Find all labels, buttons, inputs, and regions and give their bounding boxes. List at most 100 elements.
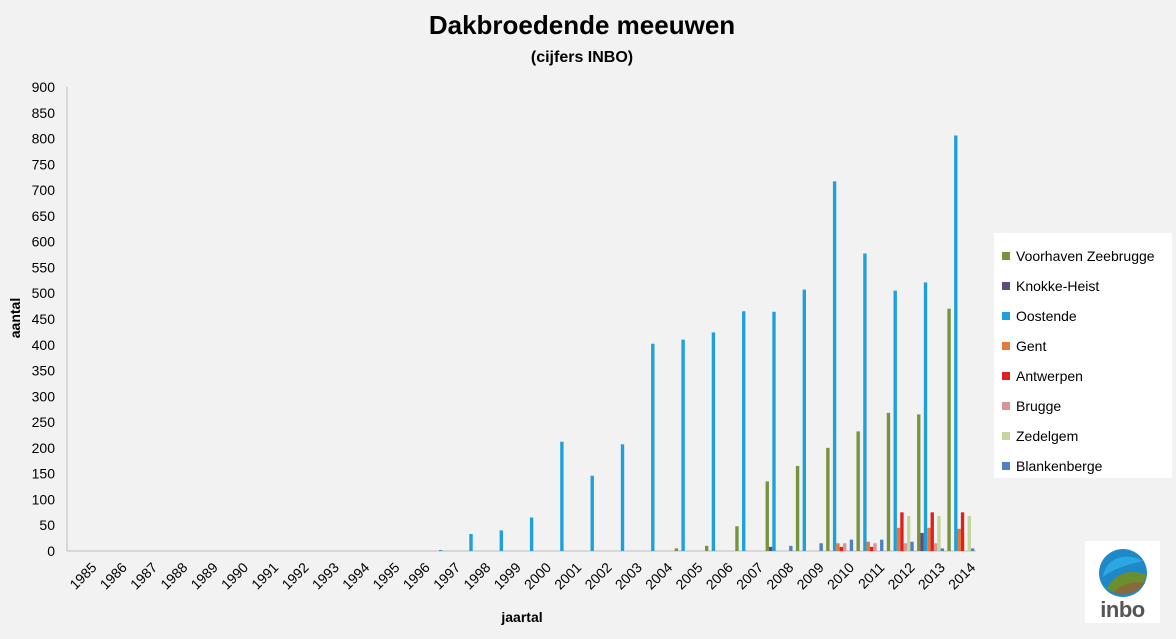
bar <box>620 444 625 551</box>
bar <box>930 512 934 551</box>
legend-swatch <box>1002 462 1010 470</box>
legend-label: Knokke-Heist <box>1016 278 1100 294</box>
bar <box>674 548 679 551</box>
y-tick-label: 650 <box>32 208 56 224</box>
chart-title: Dakbroedende meeuwen <box>429 10 735 40</box>
legend-item: Gent <box>994 331 1172 361</box>
legend-item: Blankenberge <box>994 451 1172 481</box>
bar <box>836 543 840 551</box>
x-tick-label: 1986 <box>97 559 130 592</box>
y-axis-label: aantal <box>7 298 23 338</box>
x-tick-label: 2010 <box>824 559 857 592</box>
legend-swatch <box>1002 252 1010 260</box>
y-tick-label: 400 <box>32 337 56 353</box>
x-tick-label: 2014 <box>945 559 978 592</box>
bar <box>711 332 716 551</box>
x-tick-label: 1996 <box>400 559 433 592</box>
bar <box>529 517 534 551</box>
inbo-logo-text: inbo <box>1100 597 1145 622</box>
legend-item: Oostende <box>994 301 1172 331</box>
bar <box>954 135 958 551</box>
bar <box>735 526 739 551</box>
legend-swatch <box>1002 312 1010 320</box>
legend-label: Antwerpen <box>1016 368 1083 384</box>
bar <box>923 282 928 551</box>
x-tick-label: 1994 <box>339 559 372 592</box>
legend-item: Voorhaven Zeebrugge <box>994 241 1172 271</box>
y-ticks: 0 50 100 150 200 250 300 350 400 450 500 550 600 650 7… <box>32 79 56 559</box>
bar <box>917 414 921 551</box>
y-tick-label: 750 <box>32 156 56 172</box>
bar <box>896 527 901 551</box>
y-tick-label: 100 <box>32 491 56 507</box>
x-tick-label: 2012 <box>884 559 917 592</box>
bar <box>772 311 776 551</box>
bar <box>920 532 924 551</box>
y-tick-label: 450 <box>32 311 56 327</box>
legend-label: Gent <box>1016 338 1047 354</box>
x-tick-label: 1988 <box>157 559 190 592</box>
x-tick-label: 2005 <box>672 559 705 592</box>
x-tick-label: 1999 <box>490 559 523 592</box>
x-tick-label: 1998 <box>460 559 493 592</box>
x-tick-label: 2000 <box>521 559 554 592</box>
bar <box>704 545 709 551</box>
bar <box>906 515 911 551</box>
bar <box>590 475 594 551</box>
legend: Voorhaven Zeebrugge Knokke-Heist Oostende G… <box>994 233 1172 478</box>
x-tick-label: 1997 <box>430 559 463 592</box>
x-tick-label: 1985 <box>66 559 99 592</box>
x-tick-label: 2007 <box>733 559 766 592</box>
bar <box>910 541 914 551</box>
legend-label: Voorhaven Zeebrugge <box>1016 248 1155 264</box>
bars <box>439 135 975 551</box>
x-tick-label: 2009 <box>793 559 826 592</box>
legend-swatch <box>1002 282 1010 290</box>
bar <box>560 441 564 551</box>
y-tick-label: 350 <box>32 363 56 379</box>
bar <box>866 541 870 551</box>
bar <box>849 539 854 551</box>
legend-label: Brugge <box>1016 398 1062 414</box>
y-tick-label: 500 <box>32 285 56 301</box>
x-tick-label: 2008 <box>763 559 796 592</box>
bar <box>893 290 897 551</box>
x-tick-label: 1990 <box>218 559 251 592</box>
legend-swatch <box>1002 402 1010 410</box>
y-tick-label: 800 <box>32 131 56 147</box>
x-tick-label: 2011 <box>855 559 888 592</box>
bar <box>843 543 847 551</box>
bar <box>927 527 931 551</box>
legend-label: Oostende <box>1016 308 1077 324</box>
legend-swatch <box>1002 372 1010 380</box>
x-tick-label: 2002 <box>581 559 614 592</box>
x-tick-label: 1991 <box>248 559 281 592</box>
x-tick-label: 2001 <box>551 559 584 592</box>
bar <box>789 545 793 551</box>
legend-item: Antwerpen <box>994 361 1172 391</box>
y-tick-label: 850 <box>32 105 56 121</box>
bar <box>863 253 867 551</box>
bar <box>832 181 837 551</box>
bar <box>947 308 951 551</box>
x-tick-label: 2004 <box>642 559 675 592</box>
x-tick-label: 2013 <box>915 559 948 592</box>
bar <box>802 289 806 551</box>
legend-item: Knokke-Heist <box>994 271 1172 301</box>
chart-subtitle: (cijfers INBO) <box>531 49 633 66</box>
bar <box>960 512 965 551</box>
x-ticks: 1985198619871988198919901991199219931994… <box>66 559 978 592</box>
x-tick-label: 1987 <box>127 559 160 592</box>
legend-swatch <box>1002 432 1010 440</box>
bar <box>903 543 907 551</box>
bar <box>795 465 800 551</box>
y-tick-label: 150 <box>32 466 56 482</box>
x-tick-label: 1989 <box>187 559 220 592</box>
bar <box>742 311 746 551</box>
bar <box>873 543 877 551</box>
legend-swatch <box>1002 342 1010 350</box>
y-tick-label: 300 <box>32 388 56 404</box>
x-tick-label: 2003 <box>612 559 645 592</box>
y-tick-label: 200 <box>32 440 56 456</box>
